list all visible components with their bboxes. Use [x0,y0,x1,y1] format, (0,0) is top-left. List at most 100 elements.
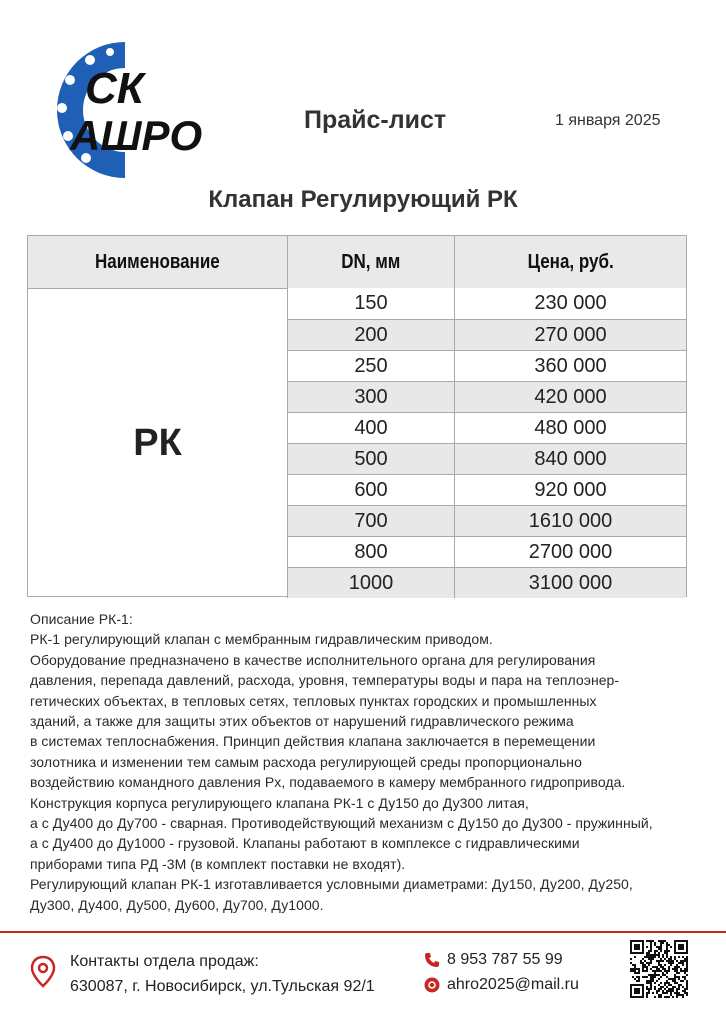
qr-module [646,970,648,972]
qr-module [676,964,678,966]
qr-module [658,946,660,948]
price-cell: 420 000 [454,381,686,412]
qr-module [662,972,664,974]
dn-cell: 600 [287,474,454,505]
qr-module [636,976,638,978]
qr-module [654,942,656,944]
qr-module [666,960,668,962]
qr-module [660,982,662,984]
header-text: DN, мм [341,250,401,273]
description-line: золотника и изменении тем самым расхода … [30,753,582,770]
qr-module [666,952,668,954]
description-line: а с Ду400 до Ду700 - сварная. Противодей… [30,815,653,831]
qr-module [646,954,648,956]
qr-module [634,956,636,958]
qr-module [650,982,652,984]
qr-module [678,986,680,988]
qr-module [658,996,660,998]
qr-module [686,958,688,960]
qr-module [656,968,658,970]
qr-module [630,962,632,964]
qr-module [674,980,676,982]
qr-module [668,982,670,984]
dn-cell: 150 [287,288,454,319]
qr-module [652,958,654,960]
qr-module [662,966,664,968]
qr-module [684,992,686,994]
qr-module [646,966,648,968]
qr-module [648,990,650,992]
qr-module [646,982,648,984]
qr-module [660,946,662,948]
qr-module [632,964,634,966]
qr-module [642,964,644,966]
qr-module [650,984,652,986]
qr-module [666,942,668,944]
qr-module [646,996,648,998]
qr-module [680,968,682,970]
qr-module [654,966,656,968]
qr-module [666,970,668,972]
name-cell: РК [133,421,182,464]
qr-module [662,954,664,956]
qr-module [678,978,680,980]
qr-module [676,992,678,994]
qr-module [658,952,660,954]
logo-ring [56,41,125,178]
qr-module [658,990,660,992]
qr-module [686,966,688,968]
phone-icon [425,953,439,967]
qr-module [666,982,668,984]
qr-module [662,956,664,958]
qr-module [630,958,632,960]
qr-module [658,970,660,972]
qr-module [656,950,658,952]
logo-holes [57,48,114,163]
qr-module [664,968,666,970]
qr-module [660,960,662,962]
qr-module [646,988,648,990]
qr-module [654,976,656,978]
qr-module [680,984,682,986]
qr-module [642,966,644,968]
qr-module [680,970,682,972]
qr-module [656,992,658,994]
qr-module [664,982,666,984]
qr-module [660,986,662,988]
description-line: Оборудование предназначено в качестве ис… [30,651,596,668]
qr-module [670,946,672,948]
qr-module [680,994,682,996]
qr-module [672,968,674,970]
qr-module [676,990,678,992]
qr-module [676,982,678,984]
qr-module [656,974,658,976]
qr-module [686,994,688,996]
qr-module [656,946,658,948]
qr-module [646,980,648,982]
description-line: РК-1 регулирующий клапан с мембранным ги… [30,631,493,648]
qr-module [686,974,688,976]
subtitle: Клапан Регулирующий РК [208,186,518,213]
qr-module [668,988,670,990]
description-line: Конструкция корпуса регулирующего клапан… [30,794,529,811]
qr-module [672,980,674,982]
qr-module [676,960,678,962]
qr-module [664,964,666,966]
dn-cell: 500 [287,443,454,474]
qr-module [644,960,646,962]
dn-cell: 300 [287,381,454,412]
qr-module [682,996,684,998]
description-line: Ду300, Ду400, Ду500, Ду600, Ду700, Ду100… [30,896,324,913]
qr-module [686,984,688,986]
qr-module [658,956,660,958]
qr-module [654,996,656,998]
qr-module [650,958,652,960]
qr-module [652,940,654,942]
qr-module [674,974,676,976]
qr-module [670,992,672,994]
qr-module [678,992,680,994]
qr-module [642,958,644,960]
qr-module [686,968,688,970]
qr-module [662,992,664,994]
qr-module [652,978,654,980]
